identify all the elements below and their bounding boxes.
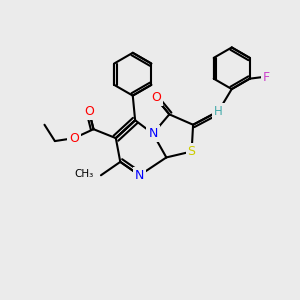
Text: H: H	[214, 105, 223, 118]
Text: O: O	[69, 132, 79, 145]
Text: S: S	[188, 145, 196, 158]
Text: O: O	[151, 92, 161, 104]
Text: N: N	[148, 127, 158, 140]
Text: CH₃: CH₃	[74, 169, 94, 179]
Text: N: N	[135, 169, 144, 182]
Text: F: F	[262, 71, 270, 84]
Text: O: O	[84, 105, 94, 118]
